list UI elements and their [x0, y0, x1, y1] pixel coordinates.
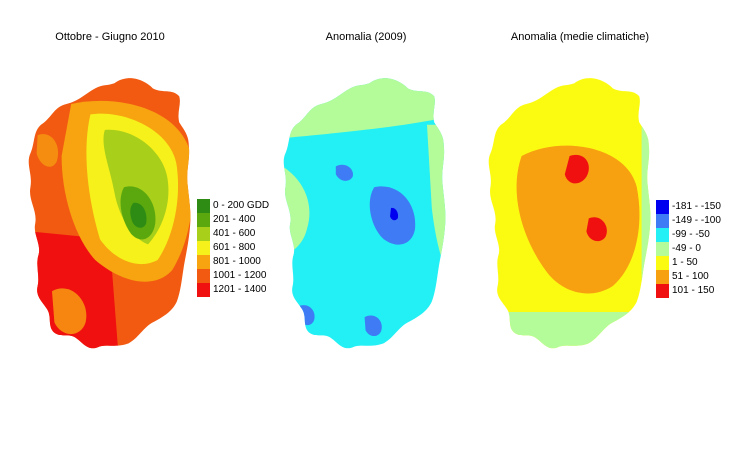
legend-item: 201 - 400 — [197, 213, 269, 227]
legend-item: 51 - 100 — [656, 270, 721, 284]
legend-label: 101 - 150 — [672, 285, 715, 296]
map-1-title: Ottobre - Giugno 2010 — [55, 31, 165, 43]
legend-swatch — [197, 227, 210, 241]
legend-label: 201 - 400 — [213, 214, 256, 225]
legend-swatch — [656, 214, 669, 228]
legend-label: -49 - 0 — [672, 243, 701, 254]
legend-swatch — [197, 241, 210, 255]
legend-label: 801 - 1000 — [213, 256, 261, 267]
legend-swatch — [197, 269, 210, 283]
legend-label: -149 - -100 — [672, 215, 721, 226]
legend-label: -99 - -50 — [672, 229, 710, 240]
legend-item: 0 - 200 GDD — [197, 199, 269, 213]
legend-item: -181 - -150 — [656, 200, 721, 214]
legend-item: 1001 - 1200 — [197, 269, 269, 283]
legend-label: 1 - 50 — [672, 257, 698, 268]
legend-gdd: 0 - 200 GDD 201 - 400 401 - 600 601 - 80… — [197, 199, 269, 297]
map-2-title: Anomalia (2009) — [325, 31, 407, 43]
map-1-gdd — [28, 78, 191, 349]
legend-item: -149 - -100 — [656, 214, 721, 228]
legend-swatch — [197, 213, 210, 227]
legend-item: 101 - 150 — [656, 284, 721, 298]
legend-item: 1201 - 1400 — [197, 283, 269, 297]
legend-swatch — [656, 270, 669, 284]
legend-swatch — [197, 199, 210, 213]
legend-label: 601 - 800 — [213, 242, 256, 253]
legend-anomaly: -181 - -150 -149 - -100 -99 - -50 -49 - … — [656, 200, 721, 298]
legend-swatch — [656, 200, 669, 214]
legend-label: 1001 - 1200 — [213, 270, 267, 281]
legend-swatch — [197, 283, 210, 297]
legend-swatch — [197, 255, 210, 269]
map-3-anomaly-climate — [488, 78, 651, 349]
legend-swatch — [656, 242, 669, 256]
legend-swatch — [656, 284, 669, 298]
legend-label: -181 - -150 — [672, 201, 721, 212]
legend-swatch — [656, 228, 669, 242]
legend-item: 1 - 50 — [656, 256, 721, 270]
legend-label: 0 - 200 GDD — [213, 200, 270, 211]
legend-label: 401 - 600 — [213, 228, 256, 239]
legend-item: 601 - 800 — [197, 241, 269, 255]
legend-item: -99 - -50 — [656, 228, 721, 242]
legend-item: -49 - 0 — [656, 242, 721, 256]
legend-label: 51 - 100 — [672, 271, 709, 282]
legend-item: 801 - 1000 — [197, 255, 269, 269]
map-3-title: Anomalia (medie climatiche) — [510, 31, 650, 43]
legend-label: 1201 - 1400 — [213, 284, 267, 295]
legend-swatch — [656, 256, 669, 270]
legend-item: 401 - 600 — [197, 227, 269, 241]
map-2-anomaly-2009 — [283, 78, 446, 349]
